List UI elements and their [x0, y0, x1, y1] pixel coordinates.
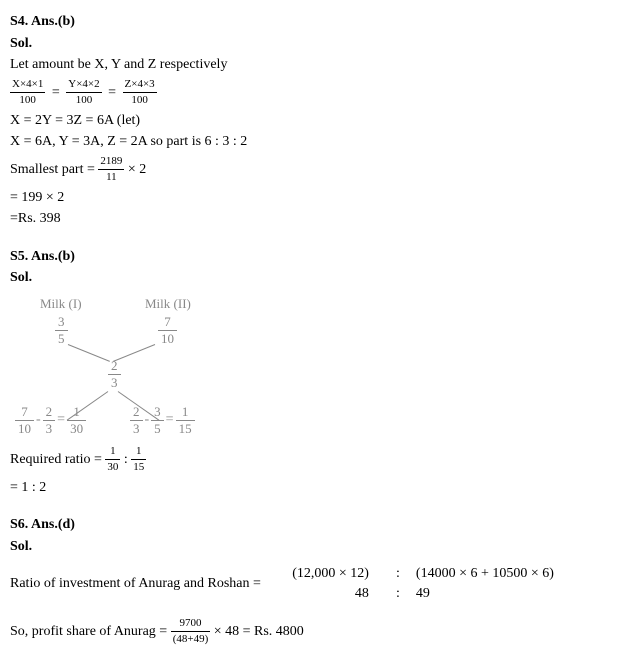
- s4-line6: = 199 × 2: [10, 188, 625, 208]
- s4-smallest-frac: 2189 11: [98, 154, 124, 186]
- s5-header: S5. Ans.(b): [10, 247, 625, 267]
- milk1-label: Milk (I): [40, 296, 82, 312]
- s6-header: S6. Ans.(d): [10, 515, 625, 535]
- s4-header: S4. Ans.(b): [10, 12, 625, 32]
- req-frac2: 1 15: [131, 444, 146, 476]
- frac-topleft: 3 5: [55, 314, 68, 347]
- s5-result: = 1 : 2: [10, 478, 625, 498]
- s4-section: S4. Ans.(b) Sol. Let amount be X, Y and …: [10, 12, 625, 229]
- s4-frac3: Z×4×3 100: [123, 77, 157, 109]
- ratio-table: (12,000 × 12) : (14000 × 6 + 10500 × 6) …: [261, 564, 604, 603]
- s4-frac1: X×4×1 100: [10, 77, 45, 109]
- s5-sol: Sol.: [10, 268, 625, 288]
- bottom-right-calc: 23 - 35 = 115: [130, 404, 195, 437]
- s4-eq1: X×4×1 100 = Y×4×2 100 = Z×4×3 100: [10, 77, 625, 109]
- profit-frac: 9700 (48+49): [171, 616, 211, 648]
- frac-topright: 7 10: [158, 314, 177, 347]
- s5-section: S5. Ans.(b) Sol. Milk (I) Milk (II) 3 5 …: [10, 247, 625, 498]
- s4-line3: X = 2Y = 3Z = 6A (let): [10, 111, 625, 131]
- s4-frac2: Y×4×2 100: [66, 77, 101, 109]
- s6-profit-line: So, profit share of Anurag = 9700 (48+49…: [10, 616, 625, 648]
- s6-sol: Sol.: [10, 537, 625, 557]
- alligation-diagram: Milk (I) Milk (II) 3 5 7 10 2 3 710 - 23…: [30, 296, 230, 436]
- s4-sol: Sol.: [10, 34, 625, 54]
- req-frac1: 1 30: [105, 444, 120, 476]
- milk2-label: Milk (II): [145, 296, 191, 312]
- s5-required: Required ratio = 1 30 : 1 15: [10, 444, 625, 476]
- s6-section: S6. Ans.(d) Sol. Ratio of investment of …: [10, 515, 625, 647]
- frac-center: 2 3: [108, 358, 121, 391]
- s4-line5: Smallest part = 2189 11 × 2: [10, 154, 625, 186]
- s6-ratio-line: Ratio of investment of Anurag and Roshan…: [10, 564, 625, 603]
- s4-line1: Let amount be X, Y and Z respectively: [10, 55, 625, 75]
- s4-line4: X = 6A, Y = 3A, Z = 2A so part is 6 : 3 …: [10, 132, 625, 152]
- s4-line7: =Rs. 398: [10, 209, 625, 229]
- bottom-left-calc: 710 - 23 = 130: [15, 404, 86, 437]
